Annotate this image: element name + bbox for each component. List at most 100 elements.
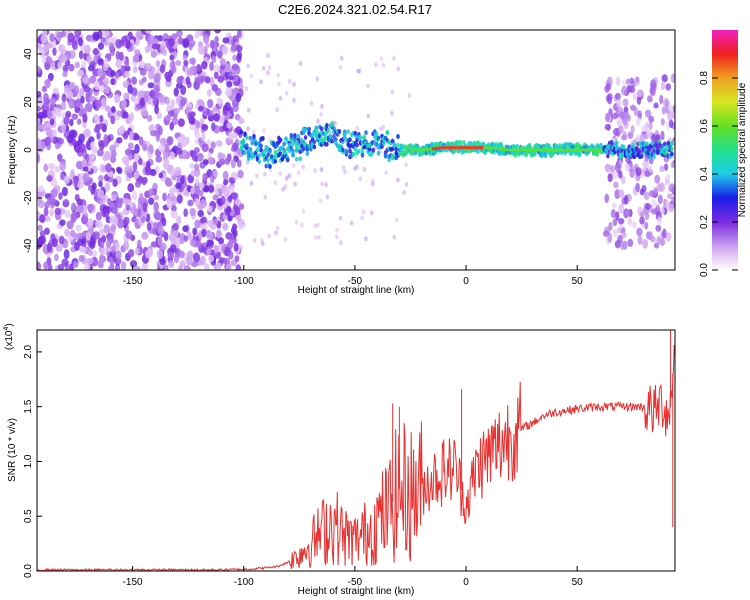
heat-cell xyxy=(148,144,154,154)
heat-cell xyxy=(193,185,201,195)
snr-series xyxy=(37,330,675,571)
heat-cell xyxy=(142,202,148,212)
heat-cell xyxy=(246,107,251,113)
heat-cell xyxy=(341,147,345,153)
heat-cell xyxy=(196,63,202,72)
heat-cell xyxy=(58,192,63,200)
heat-cell xyxy=(320,181,324,187)
heat-cell xyxy=(44,215,51,223)
heat-cell xyxy=(476,149,480,154)
heat-cell xyxy=(614,140,619,146)
heat-cell xyxy=(54,253,59,262)
heat-cell xyxy=(52,237,58,248)
heat-cell xyxy=(665,83,672,91)
heat-cell xyxy=(131,76,138,85)
heat-cell xyxy=(79,87,85,98)
heat-cell xyxy=(78,37,84,47)
heat-cell xyxy=(278,137,283,143)
snr-frame xyxy=(36,329,676,572)
heat-cell xyxy=(37,96,44,106)
heat-cell xyxy=(220,195,226,206)
heat-cell xyxy=(221,45,229,55)
heat-cell xyxy=(134,143,140,154)
heat-cell xyxy=(144,249,153,259)
heat-cell xyxy=(195,120,201,130)
heat-cell xyxy=(255,173,259,179)
heat-cell xyxy=(300,222,304,228)
heat-cell xyxy=(192,252,201,263)
colorbar: 0.0 0.2 0.4 0.6 0.8 Normalized spectral ampl… xyxy=(699,30,748,277)
heat-cell xyxy=(358,176,363,182)
heat-cell xyxy=(635,134,641,143)
heat-cell xyxy=(218,237,225,245)
heat-cell xyxy=(76,198,83,206)
heat-cell xyxy=(236,30,242,39)
heat-cell xyxy=(239,145,244,150)
heat-cell xyxy=(71,39,78,50)
heat-cell xyxy=(86,54,92,64)
heat-cell xyxy=(224,102,231,112)
heat-cell xyxy=(141,263,147,270)
heat-cell xyxy=(362,166,367,172)
heat-cell xyxy=(614,189,621,200)
heat-cell xyxy=(284,90,289,96)
heat-cell xyxy=(370,181,375,187)
heat-cell xyxy=(213,244,219,254)
y-tick-label: 0.0 xyxy=(23,564,34,578)
heat-cell xyxy=(231,192,239,200)
heat-cell xyxy=(110,115,116,125)
heat-cell xyxy=(200,75,206,82)
y-tick-label: 0 xyxy=(23,147,34,153)
snr-plot-area xyxy=(37,330,675,571)
heat-cell xyxy=(188,116,196,125)
heat-cell xyxy=(289,137,294,143)
heat-cell xyxy=(622,79,627,89)
heat-cell xyxy=(201,61,208,70)
heat-cell xyxy=(189,123,197,131)
heat-cell xyxy=(142,76,147,83)
heat-cell xyxy=(205,108,211,116)
heat-cell xyxy=(197,241,203,249)
heat-cell xyxy=(50,177,58,188)
heat-cell xyxy=(87,249,93,257)
heat-cell xyxy=(199,199,208,209)
heat-cell xyxy=(125,230,133,240)
heat-cell xyxy=(52,47,57,56)
heat-cell xyxy=(239,129,244,135)
heat-cell xyxy=(75,98,81,109)
heat-cell xyxy=(643,191,650,201)
heat-cell xyxy=(191,151,198,162)
heat-cell xyxy=(213,64,221,73)
heat-cell xyxy=(158,144,166,152)
heat-cell xyxy=(164,143,170,152)
heat-cell xyxy=(319,126,324,132)
heat-cell xyxy=(195,30,201,37)
snr-line xyxy=(37,344,675,571)
heat-cell xyxy=(635,117,641,127)
heat-cell xyxy=(376,135,381,141)
heat-cell xyxy=(196,99,204,106)
colorbar-tick-label: 0.8 xyxy=(699,71,710,85)
heat-cell xyxy=(656,236,661,246)
heat-cell xyxy=(208,147,214,154)
heat-cell xyxy=(577,151,582,157)
heat-cell xyxy=(325,194,330,200)
heat-cell xyxy=(162,192,167,202)
x-tick-label: 50 xyxy=(572,276,584,287)
heat-cell xyxy=(646,129,652,138)
heat-cell xyxy=(356,68,360,74)
colorbar-tick-label: 0.0 xyxy=(699,263,710,277)
heat-cell xyxy=(296,169,301,175)
heat-cell xyxy=(266,157,270,163)
heat-cell xyxy=(246,126,250,132)
heat-cell xyxy=(320,103,324,109)
heat-cell xyxy=(125,204,131,211)
heat-cell xyxy=(186,231,192,240)
heat-cell xyxy=(376,150,381,156)
heat-cell xyxy=(228,251,234,260)
heat-cell xyxy=(614,162,622,173)
heat-cell xyxy=(612,218,618,227)
heat-cell xyxy=(216,97,222,105)
heat-cell xyxy=(360,215,364,221)
y-tick-label: 20 xyxy=(23,96,34,108)
